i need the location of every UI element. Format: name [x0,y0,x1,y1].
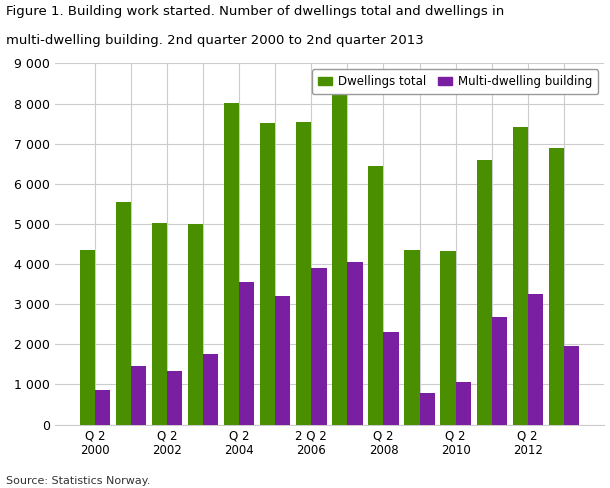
Text: Source: Statistics Norway.: Source: Statistics Norway. [6,476,151,486]
Bar [95,389,110,425]
Bar [492,317,507,425]
Bar [80,250,95,425]
Bar [384,332,399,425]
Bar [528,294,543,425]
Bar [296,122,311,425]
Bar [188,224,203,425]
Bar [275,296,290,425]
Bar [116,202,131,425]
Bar [420,393,435,425]
Bar [152,223,167,425]
Bar [440,251,456,425]
Bar [239,282,254,425]
Bar [564,346,579,425]
Bar [167,371,182,425]
Bar [224,103,239,425]
Text: multi-dwelling building. 2nd quarter 2000 to 2nd quarter 2013: multi-dwelling building. 2nd quarter 200… [6,34,424,47]
Bar [476,160,492,425]
Bar [456,382,471,425]
Bar [512,127,528,425]
Bar [348,263,362,425]
Bar [548,148,564,425]
Bar [260,123,275,425]
Legend: Dwellings total, Multi-dwelling building: Dwellings total, Multi-dwelling building [312,69,598,94]
Bar [311,268,326,425]
Bar [203,353,218,425]
Bar [131,366,146,425]
Bar [368,166,384,425]
Bar [404,250,420,425]
Text: Figure 1. Building work started. Number of dwellings total and dwellings in: Figure 1. Building work started. Number … [6,5,504,18]
Bar [332,93,348,425]
